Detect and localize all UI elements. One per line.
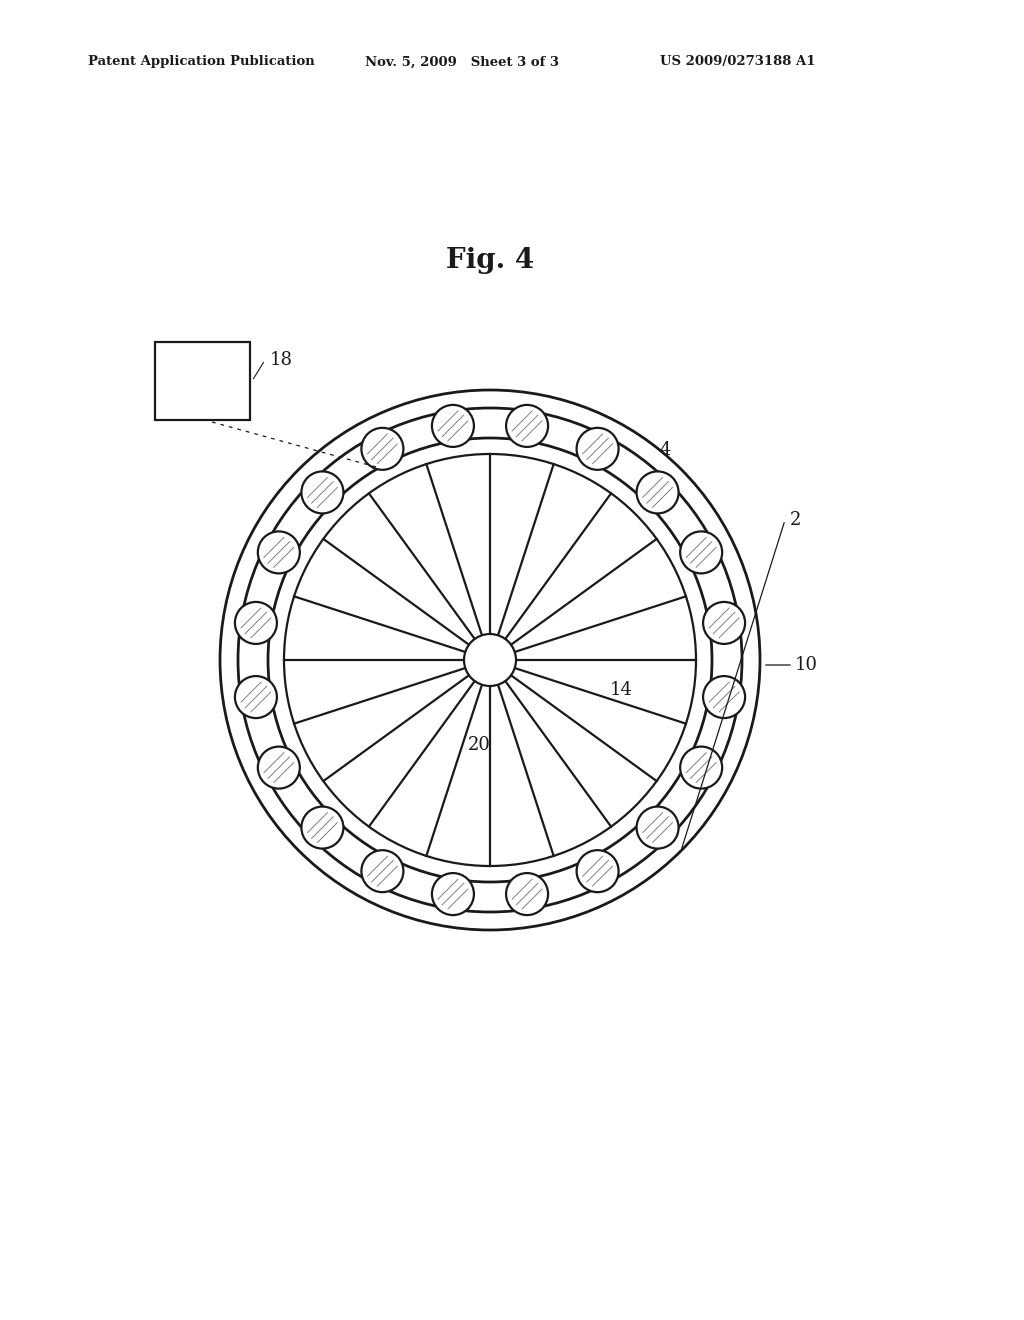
Text: US 2009/0273188 A1: US 2009/0273188 A1: [660, 55, 815, 69]
Circle shape: [258, 532, 300, 573]
Circle shape: [234, 602, 276, 644]
Text: 18: 18: [270, 351, 293, 370]
Circle shape: [506, 873, 548, 915]
Text: Fig. 4: Fig. 4: [445, 247, 535, 273]
Circle shape: [361, 428, 403, 470]
Circle shape: [506, 405, 548, 447]
Circle shape: [432, 873, 474, 915]
Circle shape: [680, 747, 722, 788]
Circle shape: [680, 532, 722, 573]
Circle shape: [577, 850, 618, 892]
Circle shape: [361, 850, 403, 892]
Circle shape: [432, 405, 474, 447]
Text: Nov. 5, 2009   Sheet 3 of 3: Nov. 5, 2009 Sheet 3 of 3: [365, 55, 559, 69]
Circle shape: [234, 676, 276, 718]
Text: 20: 20: [468, 737, 490, 754]
Circle shape: [577, 428, 618, 470]
Text: 14: 14: [610, 681, 633, 700]
Circle shape: [301, 807, 343, 849]
Text: Patent Application Publication: Patent Application Publication: [88, 55, 314, 69]
Circle shape: [637, 471, 679, 513]
Circle shape: [637, 807, 679, 849]
Bar: [155, 342, 250, 420]
Text: 2: 2: [790, 511, 802, 529]
Circle shape: [703, 602, 745, 644]
Text: 4: 4: [660, 441, 672, 459]
Circle shape: [301, 471, 343, 513]
Circle shape: [703, 676, 745, 718]
Circle shape: [464, 634, 516, 686]
Circle shape: [258, 747, 300, 788]
Text: 10: 10: [795, 656, 818, 675]
